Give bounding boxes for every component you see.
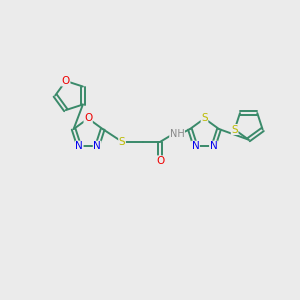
Text: S: S bbox=[201, 113, 208, 124]
Text: S: S bbox=[119, 137, 125, 147]
Text: NH: NH bbox=[170, 129, 184, 139]
Text: O: O bbox=[84, 113, 92, 124]
Text: S: S bbox=[231, 124, 238, 134]
Text: O: O bbox=[156, 156, 164, 166]
Text: N: N bbox=[75, 141, 83, 151]
Text: N: N bbox=[93, 141, 101, 151]
Text: O: O bbox=[61, 76, 70, 86]
Text: N: N bbox=[210, 141, 217, 151]
Text: N: N bbox=[192, 141, 199, 151]
